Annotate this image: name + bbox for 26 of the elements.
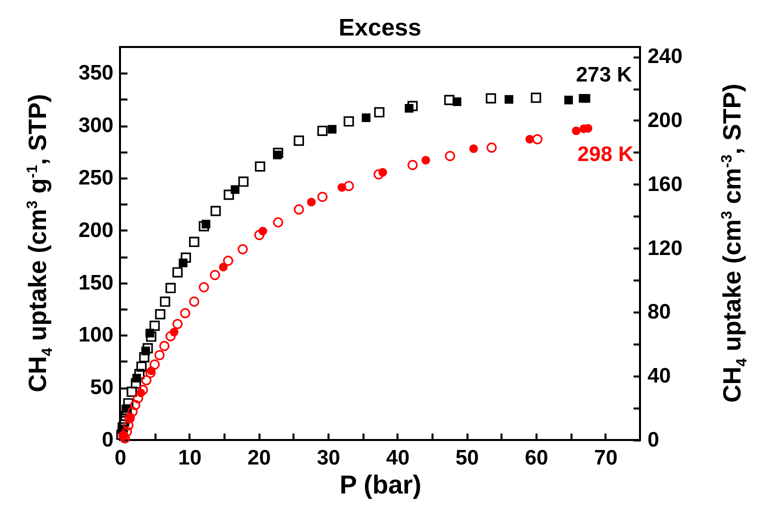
x-tick-label: 70 [594, 446, 618, 470]
x-tick-label: 20 [247, 446, 271, 470]
x-tick-label: 10 [178, 446, 202, 470]
series-label: 298 K [577, 143, 634, 166]
y2-tick-label: 240 [648, 45, 683, 68]
x-tick-label: 60 [524, 446, 548, 470]
y-tick-label: 50 [90, 376, 114, 400]
x-tick-label: 40 [386, 446, 410, 470]
chart-title: Excess [338, 14, 422, 42]
y-tick-label: 300 [78, 114, 114, 138]
x-tick-label: 30 [316, 446, 340, 470]
y-tick-label: 250 [78, 166, 114, 190]
y-tick-label: 0 [102, 428, 114, 452]
series-label: 273 K [576, 64, 632, 87]
y-tick-label: 350 [78, 62, 114, 85]
y2-tick-label: 120 [648, 236, 683, 260]
y2-tick-label: 80 [648, 300, 671, 324]
y-tick-label: 150 [78, 271, 114, 294]
y-tick-label: 200 [78, 218, 114, 242]
x-axis-title: P (bar) [340, 470, 422, 500]
y2-tick-label: 0 [648, 428, 660, 452]
y2-tick-label: 40 [648, 364, 671, 388]
y-tick-label: 100 [78, 324, 114, 347]
y2-tick-label: 200 [648, 108, 683, 132]
x-tick-label: 50 [455, 446, 479, 470]
y2-tick-label: 160 [648, 172, 683, 196]
